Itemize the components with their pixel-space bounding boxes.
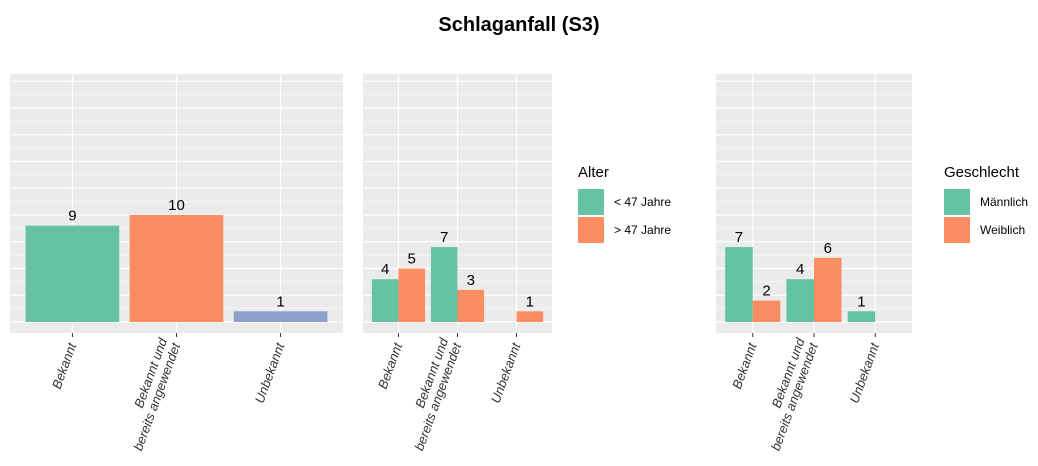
chart-panel-2: 4 5 7 3 1 Bekannt Bekannt undbereits angewende…: [363, 74, 671, 453]
chart-panel-3: 7 2 4 6 1 Bekannt Bekannt undbereits angewende…: [716, 74, 1028, 453]
bar: [371, 279, 399, 322]
bar: [430, 247, 458, 322]
bar: [847, 311, 876, 322]
bar-value-label: 3: [467, 272, 475, 289]
bar: [233, 311, 328, 322]
legend-label: Weiblich: [980, 223, 1025, 237]
bar-value-label: 9: [68, 208, 76, 225]
bar: [129, 215, 224, 322]
x-tick-label: Bekannt: [729, 340, 760, 391]
legend: Geschlecht Männlich Weiblich: [944, 164, 1028, 243]
legend-key: [944, 189, 970, 215]
x-tick-label: Bekannt undbereits angewendet: [398, 335, 465, 453]
x-tick-label: Unbekannt: [488, 340, 524, 406]
bar: [786, 279, 814, 322]
legend-key: [578, 189, 604, 215]
x-tick-label: Bekannt undbereits angewendet: [117, 335, 184, 453]
legend-label: < 47 Jahre: [614, 195, 671, 209]
legend-label: Männlich: [980, 195, 1028, 209]
bar: [398, 268, 426, 322]
x-tick-label: Bekannt: [49, 340, 80, 391]
x-tick-label: Bekannt undbereits angewendet: [755, 335, 822, 453]
bar-value-label: 5: [408, 251, 416, 268]
legend-key: [944, 217, 970, 243]
bar: [25, 225, 120, 322]
bar: [457, 289, 485, 322]
bar-value-label: 4: [381, 261, 389, 278]
figure-title: Schlaganfall (S3): [438, 14, 599, 36]
legend-title: Geschlecht: [944, 164, 1020, 181]
bar-value-label: 1: [857, 293, 865, 310]
bar-value-label: 2: [762, 283, 770, 300]
bar-value-label: 7: [440, 229, 448, 246]
bar: [814, 257, 842, 322]
legend-title: Alter: [578, 164, 609, 181]
bar: [725, 247, 753, 322]
bar-value-label: 1: [276, 293, 284, 310]
legend-key: [578, 217, 604, 243]
bar-value-label: 7: [735, 229, 743, 246]
bar-value-label: 10: [168, 197, 185, 214]
x-tick-label: Unbekannt: [252, 340, 288, 406]
bar-value-label: 4: [796, 261, 804, 278]
legend: Alter < 47 Jahre > 47 Jahre: [578, 164, 671, 243]
bar: [752, 300, 781, 322]
chart-panel-1: 9 10 1 Bekannt Bekannt undbereits angewendet…: [10, 74, 343, 453]
legend-label: > 47 Jahre: [614, 223, 671, 237]
x-tick-label: Unbekannt: [846, 340, 882, 406]
bar: [516, 311, 544, 322]
bar-value-label: 6: [824, 240, 832, 257]
x-tick-label: Bekannt: [375, 340, 406, 391]
bar-value-label: 1: [526, 293, 534, 310]
